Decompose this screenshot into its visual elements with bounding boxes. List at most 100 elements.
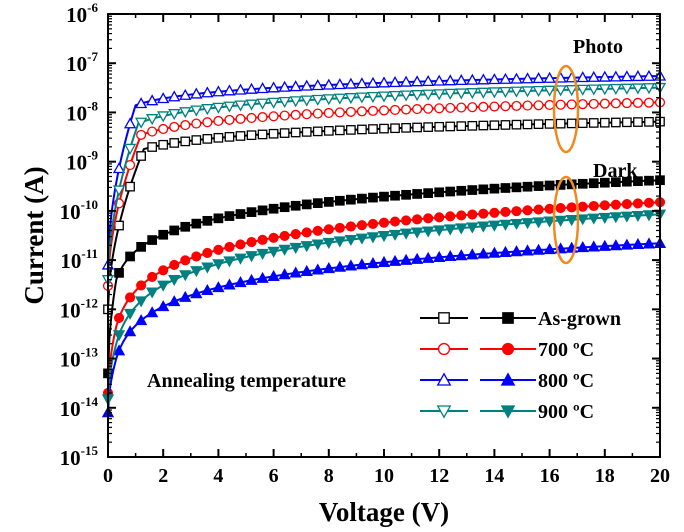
data-point: [168, 109, 181, 121]
data-point: [532, 243, 545, 255]
data-point: [278, 80, 291, 92]
data-point: [246, 112, 257, 124]
data-point: [532, 217, 545, 229]
annotations: Photo Dark: [552, 36, 638, 265]
data-point: [642, 237, 656, 249]
data-point: [290, 229, 301, 240]
series-dark-4: [103, 175, 665, 379]
data-point: [511, 182, 522, 193]
data-point: [224, 241, 235, 253]
data-point: [434, 212, 445, 223]
data-point: [201, 86, 214, 98]
data-point: [334, 195, 345, 206]
data-point: [158, 139, 169, 150]
data-point: [334, 222, 345, 233]
data-point: [224, 132, 235, 142]
data-point: [500, 206, 511, 217]
data-point: [202, 117, 213, 128]
data-point: [609, 212, 622, 224]
data-point: [377, 91, 391, 103]
data-point: [213, 115, 224, 127]
x-tick-label: 14: [484, 465, 504, 487]
data-point: [489, 207, 500, 218]
data-point: [587, 240, 600, 252]
data-point: [158, 123, 169, 135]
data-point: [521, 244, 534, 256]
data-point: [631, 83, 645, 95]
data-point: [190, 287, 203, 299]
data-point: [455, 223, 468, 235]
data-point: [344, 259, 358, 271]
data-point: [500, 101, 511, 112]
legend-marker-open: [437, 342, 451, 356]
data-point: [434, 121, 445, 132]
data-point: [423, 188, 434, 198]
data-point: [422, 251, 435, 263]
data-point: [157, 111, 170, 123]
x-tick-label: 10: [374, 465, 394, 487]
data-point: [212, 281, 225, 293]
data-point: [125, 292, 136, 303]
data-point: [113, 312, 125, 323]
data-point: [588, 98, 599, 109]
data-point: [112, 330, 126, 342]
y-tick-label: 10-9: [66, 148, 98, 175]
data-point: [246, 207, 257, 217]
legend-marker-open: [436, 405, 452, 419]
data-point: [290, 109, 301, 120]
series-dark-7: [101, 209, 667, 406]
data-point: [268, 111, 279, 122]
data-point: [521, 72, 534, 84]
data-point: [477, 87, 490, 99]
data-point: [377, 231, 391, 243]
data-point: [609, 83, 622, 95]
legend: As-grown 700 ºC 800 ºC 900 ºC Annealing temp…: [147, 308, 621, 423]
data-point: [344, 234, 358, 247]
data-point: [180, 255, 191, 266]
data-point: [588, 118, 599, 128]
data-point: [312, 198, 323, 208]
data-point: [322, 94, 335, 106]
data-point: [245, 82, 258, 94]
data-point: [620, 211, 634, 223]
data-point: [399, 75, 413, 87]
data-point: [311, 263, 324, 275]
data-point: [587, 70, 600, 82]
x-axis-label: Voltage (V): [319, 497, 449, 527]
data-point: [311, 79, 324, 91]
data-point: [643, 97, 655, 108]
data-point: [323, 224, 334, 235]
legend-label: As-grown: [538, 308, 621, 330]
data-point: [334, 107, 345, 118]
data-point: [202, 215, 213, 226]
data-point: [346, 125, 356, 135]
data-point: [554, 85, 567, 97]
data-point: [599, 177, 610, 188]
data-point: [533, 181, 544, 191]
data-point: [344, 93, 358, 105]
data-point: [157, 92, 170, 104]
data-point: [599, 98, 610, 109]
data-point: [444, 74, 457, 86]
data-point: [642, 210, 656, 222]
x-tick-label: 6: [269, 465, 279, 487]
data-point: [212, 85, 225, 97]
data-point: [389, 104, 401, 116]
data-point: [511, 100, 522, 111]
data-point: [191, 135, 202, 145]
axis-ticks: 0 2 4 6 8 10 12 14 16 18 20 10-15 10-14 10-13 10-12 10-…: [60, 0, 670, 487]
data-point: [134, 296, 148, 308]
data-point: [533, 119, 544, 129]
data-point: [621, 98, 632, 109]
data-point: [511, 119, 522, 130]
data-point: [533, 100, 544, 111]
data-point: [136, 151, 146, 161]
data-point: [301, 227, 312, 238]
data-point: [456, 210, 467, 221]
dark-label: Dark: [593, 160, 638, 182]
data-point: [642, 83, 656, 95]
data-point: [224, 211, 235, 221]
data-point: [401, 122, 411, 133]
data-point: [412, 189, 422, 199]
data-point: [598, 212, 611, 224]
